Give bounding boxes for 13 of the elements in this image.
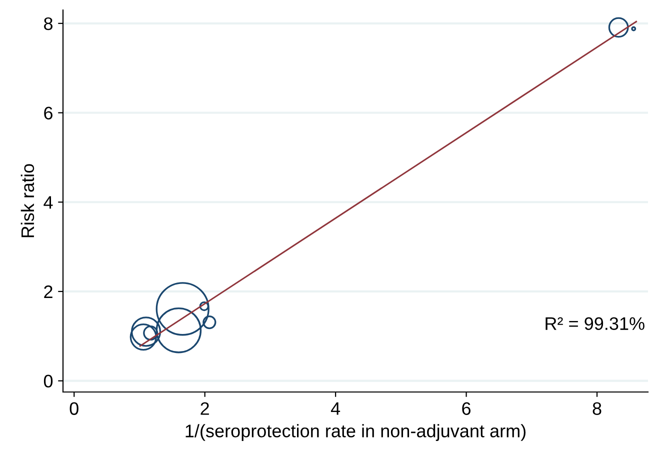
x-tick-label: 0: [70, 402, 78, 415]
x-tick-label: 4: [330, 402, 340, 415]
x-tick-label: 8: [592, 402, 602, 415]
y-tick-label: 8: [44, 17, 52, 30]
x-tick-label: 6: [462, 402, 471, 415]
x-axis-title: 1/(seroprotection rate in non-adjuvant arm): [186, 424, 526, 441]
x-tick-label: 2: [200, 402, 209, 415]
y-tick-label: 2: [44, 285, 52, 298]
y-tick-label: 4: [44, 196, 53, 209]
annotation: R² = 99.31%: [546, 317, 644, 330]
y-axis-title: Risk ratio: [20, 164, 34, 238]
y-tick-label: 0: [44, 374, 53, 388]
y-tick-label: 6: [44, 106, 52, 120]
